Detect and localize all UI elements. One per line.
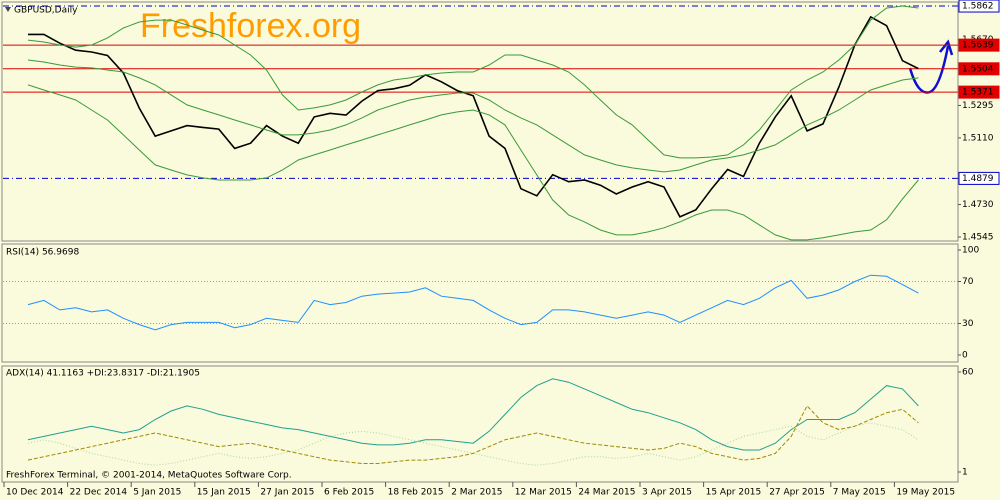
series-line (27, 5, 919, 159)
level-label: 1.5862 (962, 2, 994, 12)
series-line (27, 84, 919, 241)
x-tick-label: 10 Dec 2014 (6, 488, 64, 498)
x-tick-label: 2 Mar 2015 (451, 488, 502, 498)
x-tick-label: 18 Feb 2015 (388, 488, 444, 498)
level-label: 1.5504 (962, 64, 994, 74)
level-label-box (958, 85, 1000, 99)
symbol-icon (5, 7, 11, 12)
series-line (27, 378, 919, 451)
level-label: 1.5639 (962, 41, 994, 51)
x-tick-label: 12 Mar 2015 (515, 488, 572, 498)
x-tick-label: 27 Jan 2015 (260, 488, 314, 498)
x-tick-label: 19 May 2015 (896, 488, 955, 498)
y-tick-label: 1.5295 (962, 101, 994, 111)
level-label: 1.4879 (962, 174, 994, 184)
y-tick-label: 1.4545 (962, 232, 994, 242)
x-tick-label: 15 Jan 2015 (197, 488, 251, 498)
rsi-title: RSI(14) 56.9698 (6, 248, 79, 258)
series-line (27, 405, 919, 464)
x-tick-label: 15 Apr 2015 (706, 488, 762, 498)
level-label-box (958, 0, 1000, 13)
chart-title: GBPUSD,Daily (14, 6, 78, 16)
x-tick-label: 5 Jan 2015 (133, 488, 181, 498)
y-tick-label: 30 (962, 319, 974, 329)
level-label-box (958, 38, 1000, 52)
y-tick-label: 1.5110 (962, 133, 994, 143)
y-tick-label: 70 (962, 277, 974, 287)
main-panel (1, 1, 959, 242)
x-tick-label: 24 Mar 2015 (578, 488, 635, 498)
y-tick-label: 60 (962, 368, 974, 378)
x-tick-label: 6 Feb 2015 (324, 488, 374, 498)
level-label: 1.5371 (962, 88, 994, 98)
y-tick-label: 1 (962, 468, 968, 478)
x-tick-label: 3 Apr 2015 (642, 488, 692, 498)
x-tick-label: 7 May 2015 (833, 488, 886, 498)
x-tick-label: 22 Dec 2014 (70, 488, 128, 498)
watermark: Freshforex.org (140, 7, 361, 45)
footer: FreshForex Terminal, © 2001-2014, MetaQu… (6, 471, 292, 481)
series-line (28, 15, 919, 218)
series-line (27, 59, 919, 173)
rsi-panel (1, 243, 959, 363)
series-line (27, 274, 919, 331)
y-tick-label: 0 (962, 351, 968, 361)
level-label-box (958, 62, 1000, 76)
x-tick-label: 27 Apr 2015 (769, 488, 825, 498)
adx-panel (1, 365, 959, 483)
adx-title: ADX(14) 41.1163 +DI:23.8317 -DI:21.1905 (6, 369, 200, 379)
arrow-head (939, 39, 954, 56)
y-tick-label: 1.4730 (962, 200, 994, 210)
y-tick-label: 100 (962, 246, 979, 256)
level-label-box (958, 171, 1000, 185)
